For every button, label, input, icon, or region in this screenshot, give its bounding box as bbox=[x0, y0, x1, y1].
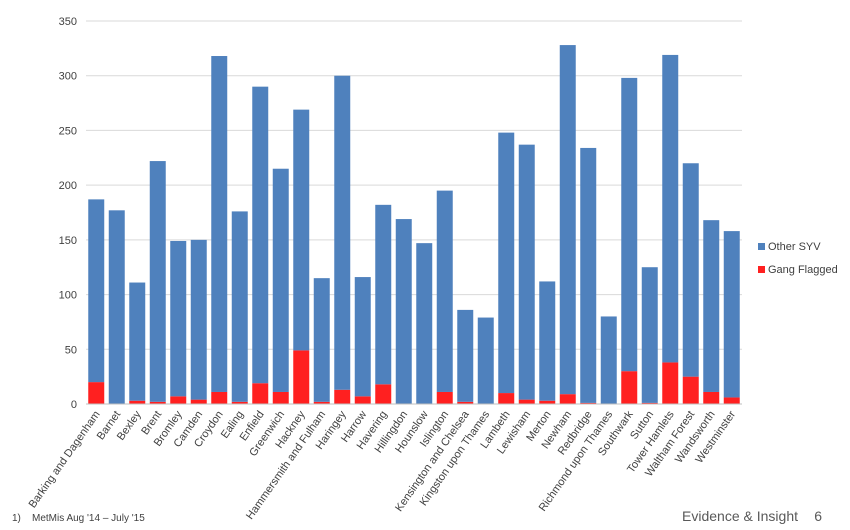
bar-other-syv bbox=[477, 317, 494, 404]
bar-other-syv bbox=[600, 316, 617, 404]
bar-other-syv bbox=[334, 75, 351, 390]
bar-gang-flagged bbox=[375, 384, 392, 404]
bar-gang-flagged bbox=[703, 391, 720, 404]
bar-other-syv bbox=[662, 54, 679, 363]
bar-gang-flagged bbox=[641, 402, 658, 404]
bar-other-syv bbox=[682, 163, 699, 377]
y-tick-label: 250 bbox=[59, 125, 77, 137]
bar-gang-flagged bbox=[88, 382, 105, 404]
legend-label-other-syv: Other SYV bbox=[768, 241, 821, 253]
bar-gang-flagged bbox=[682, 376, 699, 404]
source-footnote: 1) MetMis Aug '14 – July '15 bbox=[12, 513, 145, 524]
y-tick-label: 150 bbox=[59, 235, 77, 247]
bar-gang-flagged bbox=[559, 394, 576, 404]
bar-other-syv bbox=[395, 219, 412, 404]
bar-gang-flagged bbox=[580, 402, 597, 404]
footer-brand: Evidence & Insight bbox=[682, 508, 798, 524]
bar-other-syv bbox=[272, 168, 289, 392]
y-tick-label: 50 bbox=[65, 344, 77, 356]
bar-other-syv bbox=[293, 109, 310, 351]
bar-other-syv bbox=[559, 45, 576, 395]
bar-gang-flagged bbox=[621, 371, 638, 404]
bar-gang-flagged bbox=[313, 401, 330, 404]
bar-gang-flagged bbox=[334, 389, 351, 404]
bar-other-syv bbox=[703, 220, 720, 392]
bar-gang-flagged bbox=[723, 397, 740, 404]
bar-other-syv bbox=[457, 309, 474, 402]
bar-gang-flagged bbox=[518, 399, 535, 404]
bar-gang-flagged bbox=[170, 396, 187, 404]
bar-gang-flagged bbox=[436, 391, 453, 404]
y-tick-label: 200 bbox=[59, 180, 77, 192]
bar-gang-flagged bbox=[457, 401, 474, 404]
bar-other-syv bbox=[518, 144, 535, 400]
bar-gang-flagged bbox=[662, 362, 679, 404]
bar-other-syv bbox=[436, 190, 453, 392]
bar-gang-flagged bbox=[149, 401, 166, 404]
y-tick-label: 300 bbox=[59, 71, 77, 83]
bar-other-syv bbox=[621, 77, 638, 372]
bar-gang-flagged bbox=[252, 383, 269, 404]
bar-other-syv bbox=[88, 199, 105, 383]
bar-gang-flagged bbox=[190, 399, 207, 404]
bar-other-syv bbox=[170, 240, 187, 397]
page-number: 6 bbox=[814, 508, 822, 524]
bar-other-syv bbox=[231, 211, 248, 402]
bar-gang-flagged bbox=[129, 400, 146, 404]
bar-gang-flagged bbox=[272, 391, 289, 404]
y-tick-label: 350 bbox=[59, 16, 77, 28]
bar-other-syv bbox=[190, 239, 207, 400]
legend-label-gang-flagged: Gang Flagged bbox=[768, 264, 838, 276]
legend-swatch-other-syv bbox=[758, 243, 765, 250]
bar-other-syv bbox=[539, 281, 556, 401]
bar-other-syv bbox=[211, 56, 228, 392]
bar-gang-flagged bbox=[231, 401, 248, 404]
y-tick-label: 100 bbox=[59, 290, 77, 302]
bar-gang-flagged bbox=[498, 393, 515, 404]
bar-gang-flagged bbox=[354, 396, 371, 404]
bars bbox=[88, 45, 740, 404]
bar-other-syv bbox=[149, 161, 166, 402]
y-axis: 0 50 100 150 200 250 300 350 bbox=[59, 16, 77, 411]
bar-other-syv bbox=[416, 243, 433, 404]
bar-other-syv bbox=[252, 86, 269, 384]
bar-other-syv bbox=[108, 210, 125, 404]
bar-other-syv bbox=[498, 132, 515, 394]
bar-other-syv bbox=[129, 282, 146, 401]
bar-gang-flagged bbox=[293, 350, 310, 404]
bar-gang-flagged bbox=[211, 391, 228, 404]
x-tick-label: Barking and Dagenham bbox=[27, 409, 103, 511]
bar-other-syv bbox=[580, 147, 597, 403]
bar-other-syv bbox=[723, 231, 740, 398]
bar-gang-flagged bbox=[539, 400, 556, 404]
x-axis: Barking and DagenhamBarnetBexleyBrentBro… bbox=[27, 403, 742, 522]
legend-swatch-gang-flagged bbox=[758, 266, 765, 273]
bar-other-syv bbox=[354, 277, 371, 397]
bar-other-syv bbox=[375, 204, 392, 385]
bar-other-syv bbox=[313, 278, 330, 402]
y-tick-label: 0 bbox=[71, 399, 77, 411]
bar-other-syv bbox=[641, 267, 658, 403]
legend: Other SYV Gang Flagged bbox=[758, 241, 838, 276]
